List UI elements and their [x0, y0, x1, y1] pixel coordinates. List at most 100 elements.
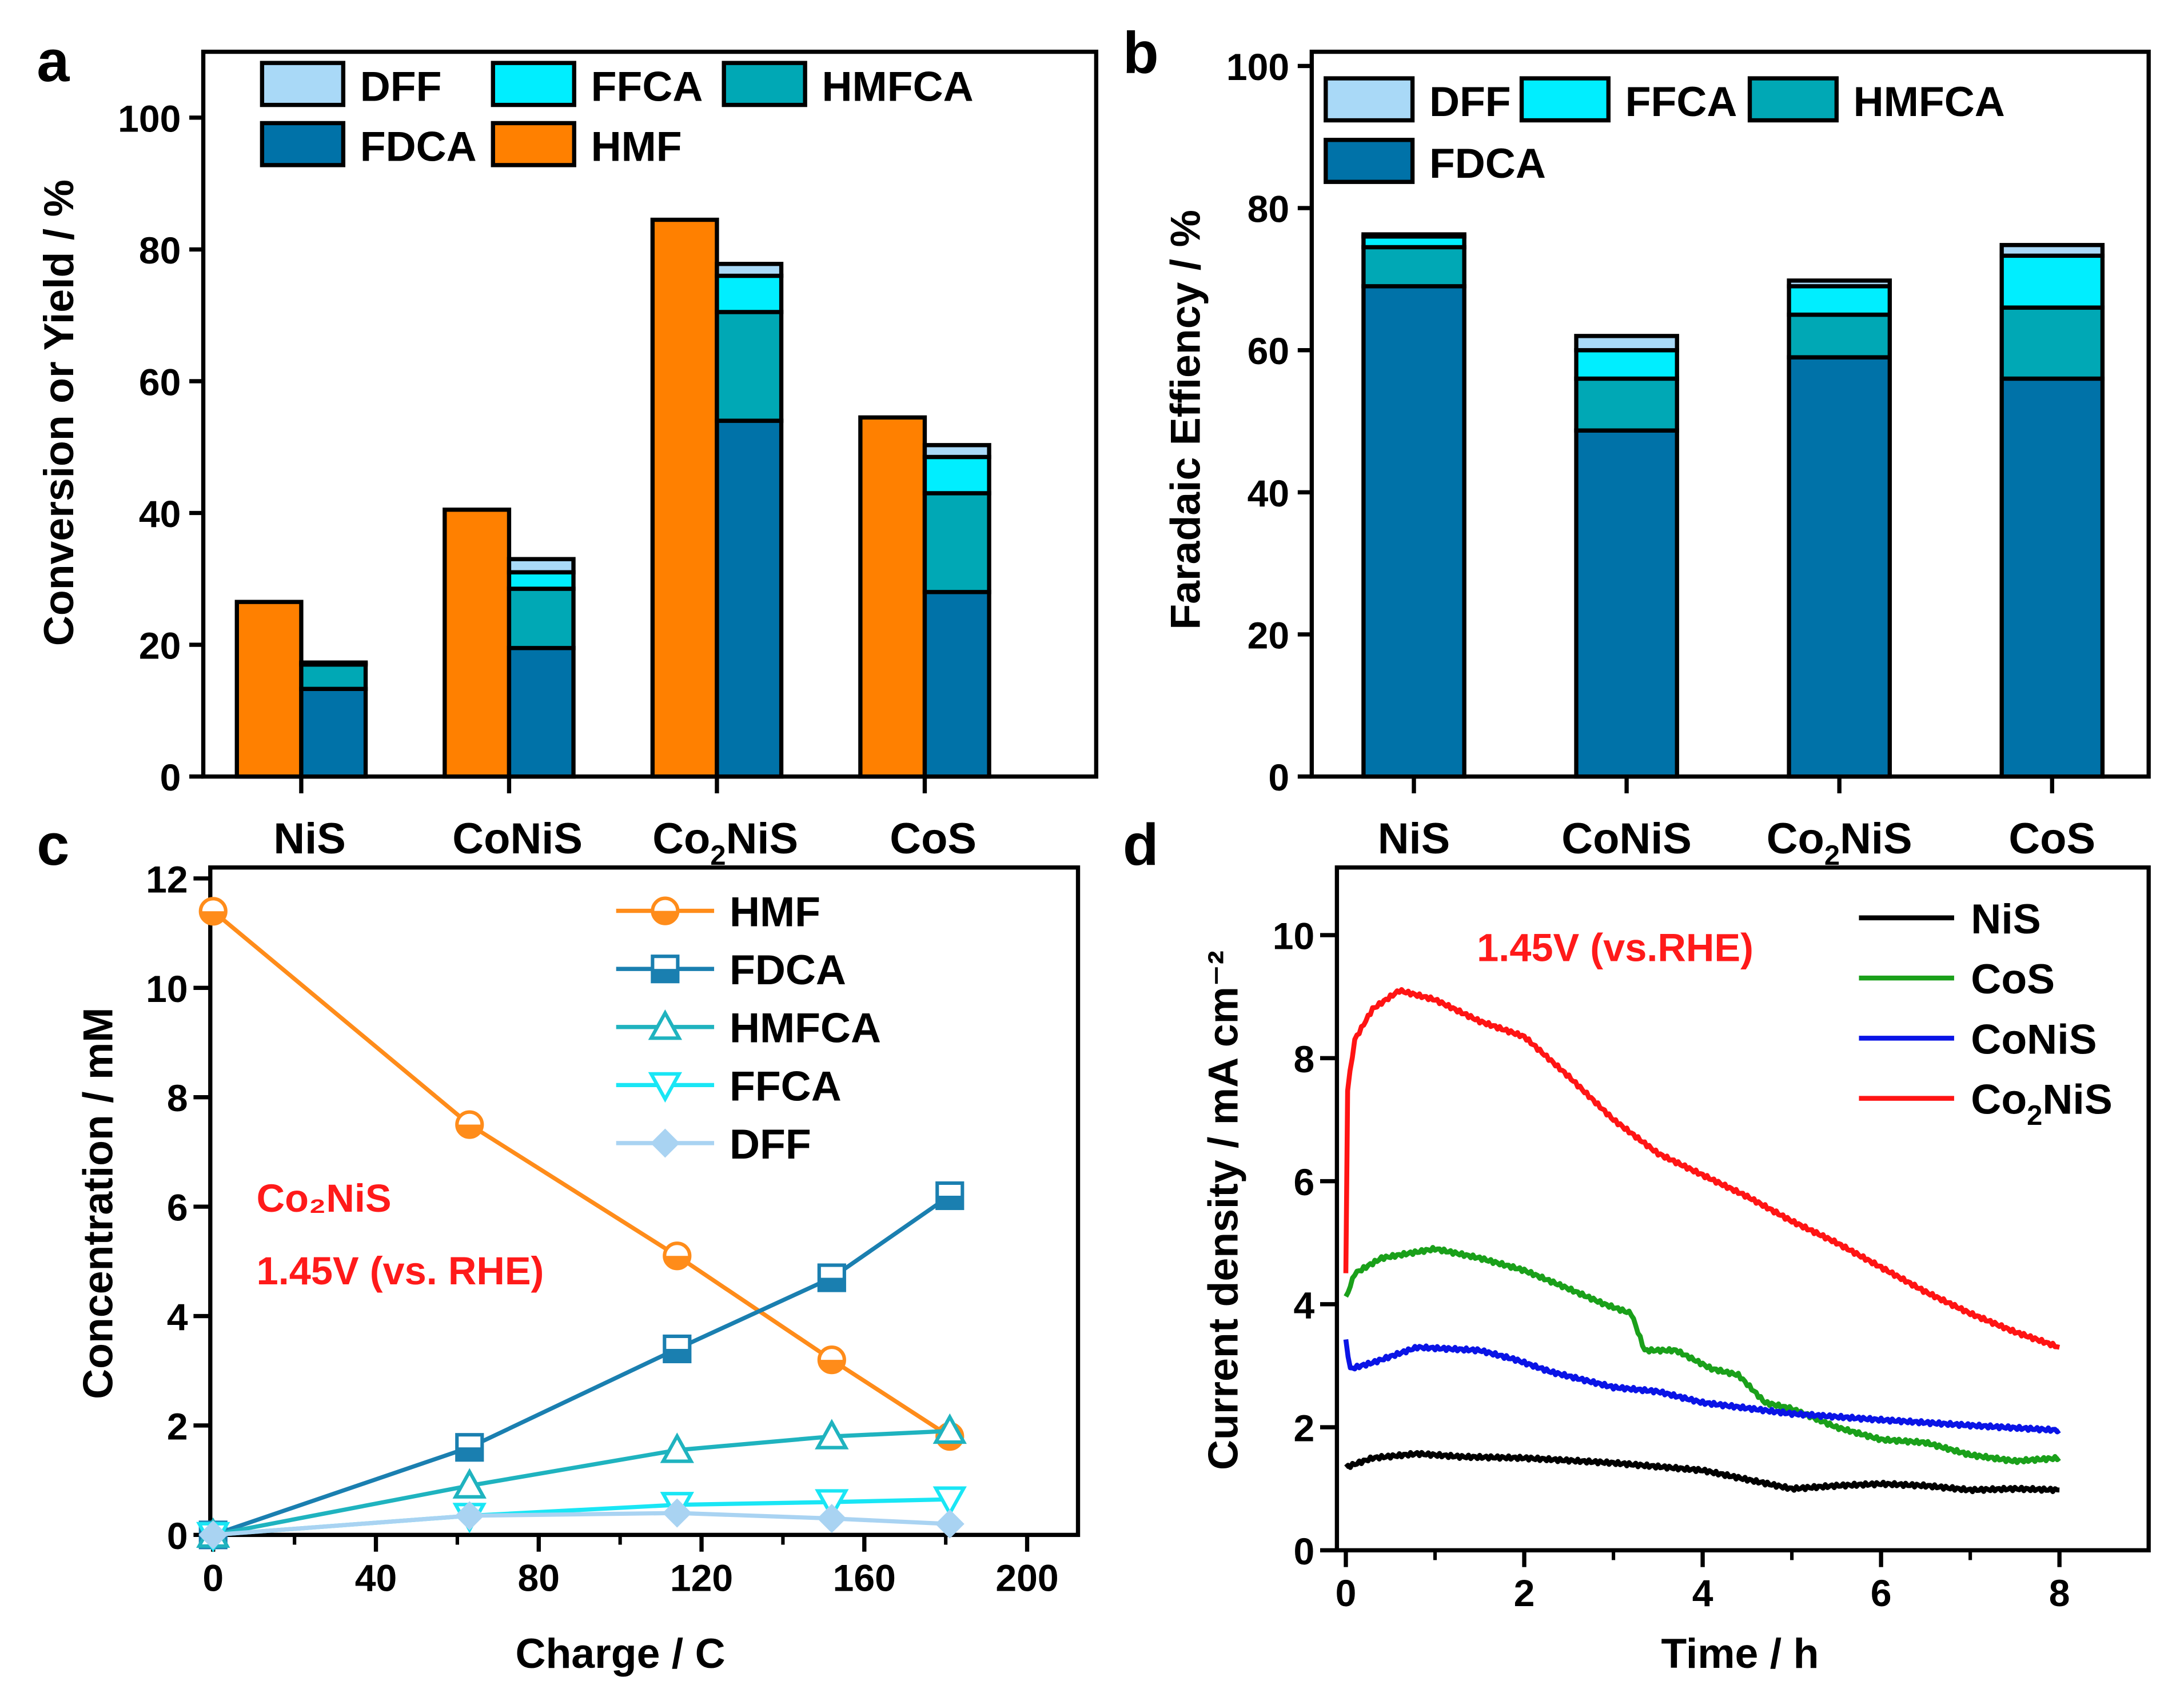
c-x-tick-label: 160	[833, 1557, 896, 1599]
b-bar-FDCA-CoS	[1999, 376, 2105, 779]
b-legend-swatch-HMFCA	[1747, 76, 1839, 123]
b-bar-HMFCA-NiS	[1361, 245, 1466, 289]
b-y-tick-label: 20	[1248, 614, 1290, 657]
a-legend-label-FDCA: FDCA	[360, 123, 477, 170]
d-plot-frame	[1334, 865, 2151, 1552]
a-plot-frame	[201, 49, 1099, 779]
c-point-HMF-fill	[457, 1124, 483, 1137]
a-bar-HMF-CoS	[858, 415, 927, 779]
a-bar-FDCA-NiS	[299, 686, 368, 779]
b-bar-DFF-CoNiS	[1574, 334, 1679, 353]
a-y-tick-label: 0	[160, 757, 181, 799]
b-legend-swatch-FDCA	[1324, 138, 1415, 184]
c-point-HMFCA	[815, 1419, 849, 1450]
c-point-FFCA	[815, 1489, 849, 1520]
c-point-FFCA	[932, 1486, 967, 1517]
c-legend-marker-FDCA-fill	[652, 969, 678, 982]
a-bar-FDCA-CoS	[922, 590, 991, 779]
panel-label-d: d	[1123, 812, 1159, 877]
d-y-tick-label: 0	[1293, 1531, 1314, 1573]
c-point-HMFCA	[932, 1413, 967, 1444]
d-y-tick-label: 10	[1273, 916, 1315, 958]
b-y-tick-label: 100	[1226, 46, 1289, 89]
c-y-tick-label: 10	[146, 968, 188, 1011]
b-bar-HMFCA-CoS	[1999, 305, 2105, 381]
a-bar-DFF-NiS	[299, 660, 368, 666]
d-x-tick-label: 2	[1514, 1572, 1535, 1615]
c-plot-frame	[208, 865, 1081, 1538]
a-bar-HMFCA-CoS	[922, 491, 991, 594]
b-bar-FFCA-CoS	[1999, 253, 2105, 310]
a-legend-swatch-FDCA	[260, 121, 346, 167]
c-y-tick-label: 0	[167, 1515, 188, 1558]
c-legend-label-FFCA: FFCA	[730, 1063, 842, 1109]
c-annotation-catalyst: Co₂NiS	[257, 1176, 392, 1220]
b-legend-label-DFF: DFF	[1429, 78, 1511, 125]
c-point-FDCA-fill	[819, 1277, 844, 1291]
d-line-Co₂NiS	[1343, 987, 2061, 1350]
a-y-tick-label: 20	[139, 625, 181, 668]
c-legend-label-HMFCA: HMFCA	[730, 1005, 881, 1052]
d-legend-label-CoS: CoS	[1971, 956, 2055, 1003]
b-bar-HMFCA-CoNiS	[1574, 376, 1679, 433]
panel-label-c: c	[37, 812, 69, 877]
b-y-tick-label: 40	[1248, 473, 1290, 515]
b-x-tick-label: CoNiS	[1561, 814, 1692, 863]
c-legend-label-HMF: HMF	[730, 889, 820, 936]
a-legend-label-HMF: HMF	[591, 123, 682, 170]
c-point-DFF	[662, 1498, 692, 1528]
d-legend-label-CoNiS: CoNiS	[1971, 1016, 2097, 1063]
b-x-tick-label: Co2NiS	[1767, 814, 1912, 871]
b-bar-HMFCA-Co₂NiS	[1787, 312, 1892, 360]
d-x-tick-label: 6	[1871, 1572, 1892, 1615]
d-x-tick-label: 8	[2049, 1572, 2070, 1615]
a-bar-DFF-CoS	[922, 443, 991, 460]
b-legend-label-HMFCA: HMFCA	[1854, 78, 2005, 125]
c-y-tick-label: 12	[146, 859, 188, 901]
c-point-HMFCA	[660, 1432, 695, 1463]
d-line-CoNiS	[1343, 1339, 2061, 1435]
c-legend-marker-FFCA	[648, 1072, 683, 1103]
a-bar-FDCA-CoNiS	[507, 646, 576, 779]
c-point-DFF	[455, 1501, 484, 1531]
c-legend-label-DFF: DFF	[730, 1121, 811, 1168]
a-y-tick-label: 40	[139, 493, 181, 536]
d-x-tick-label: 4	[1692, 1572, 1713, 1615]
a-x-tick-label: NiS	[273, 814, 345, 863]
b-bar-FDCA-Co₂NiS	[1787, 355, 1892, 779]
a-x-tick-label: CoNiS	[452, 814, 583, 863]
b-x-tick-label: NiS	[1378, 814, 1450, 863]
c-y-axis-title: Concentration / mM	[74, 1008, 121, 1399]
b-x-tick-label: CoS	[2008, 814, 2095, 863]
c-x-tick-label: 40	[355, 1557, 397, 1599]
a-bar-HMF-CoNiS	[443, 508, 512, 779]
c-annotation-potential: 1.45V (vs. RHE)	[257, 1249, 544, 1293]
a-legend-label-DFF: DFF	[360, 63, 442, 110]
b-y-tick-label: 80	[1248, 189, 1290, 231]
c-point-FDCA-fill	[457, 1447, 483, 1460]
b-bar-DFF-NiS	[1361, 232, 1466, 239]
c-point-FDCA-fill	[937, 1195, 963, 1209]
a-bar-FFCA-CoNiS	[507, 570, 576, 591]
c-y-tick-label: 4	[167, 1296, 188, 1339]
c-point-HMF-fill	[200, 911, 226, 924]
b-bar-FFCA-CoNiS	[1574, 348, 1679, 381]
b-legend-label-FFCA: FFCA	[1625, 78, 1737, 125]
a-y-tick-label: 60	[139, 361, 181, 404]
a-legend-swatch-HMFCA	[722, 61, 807, 107]
c-point-FDCA-fill	[664, 1348, 690, 1362]
b-y-axis-title: Faradaic Effiency / %	[1162, 210, 1209, 630]
c-y-tick-label: 8	[167, 1077, 188, 1120]
b-bar-FFCA-Co₂NiS	[1787, 284, 1892, 317]
a-bar-FFCA-CoS	[922, 454, 991, 496]
a-bar-HMF-NiS	[234, 600, 304, 779]
b-bar-DFF-CoS	[1999, 243, 2105, 258]
c-point-DFF	[935, 1509, 965, 1539]
c-x-tick-label: 120	[670, 1557, 733, 1599]
c-point-DFF	[198, 1520, 228, 1550]
c-y-tick-label: 2	[167, 1405, 188, 1448]
a-y-tick-label: 100	[118, 98, 181, 140]
a-x-tick-label: CoS	[890, 814, 977, 863]
a-legend-swatch-HMF	[491, 121, 576, 167]
a-bar-FFCA-Co₂NiS	[715, 273, 784, 314]
